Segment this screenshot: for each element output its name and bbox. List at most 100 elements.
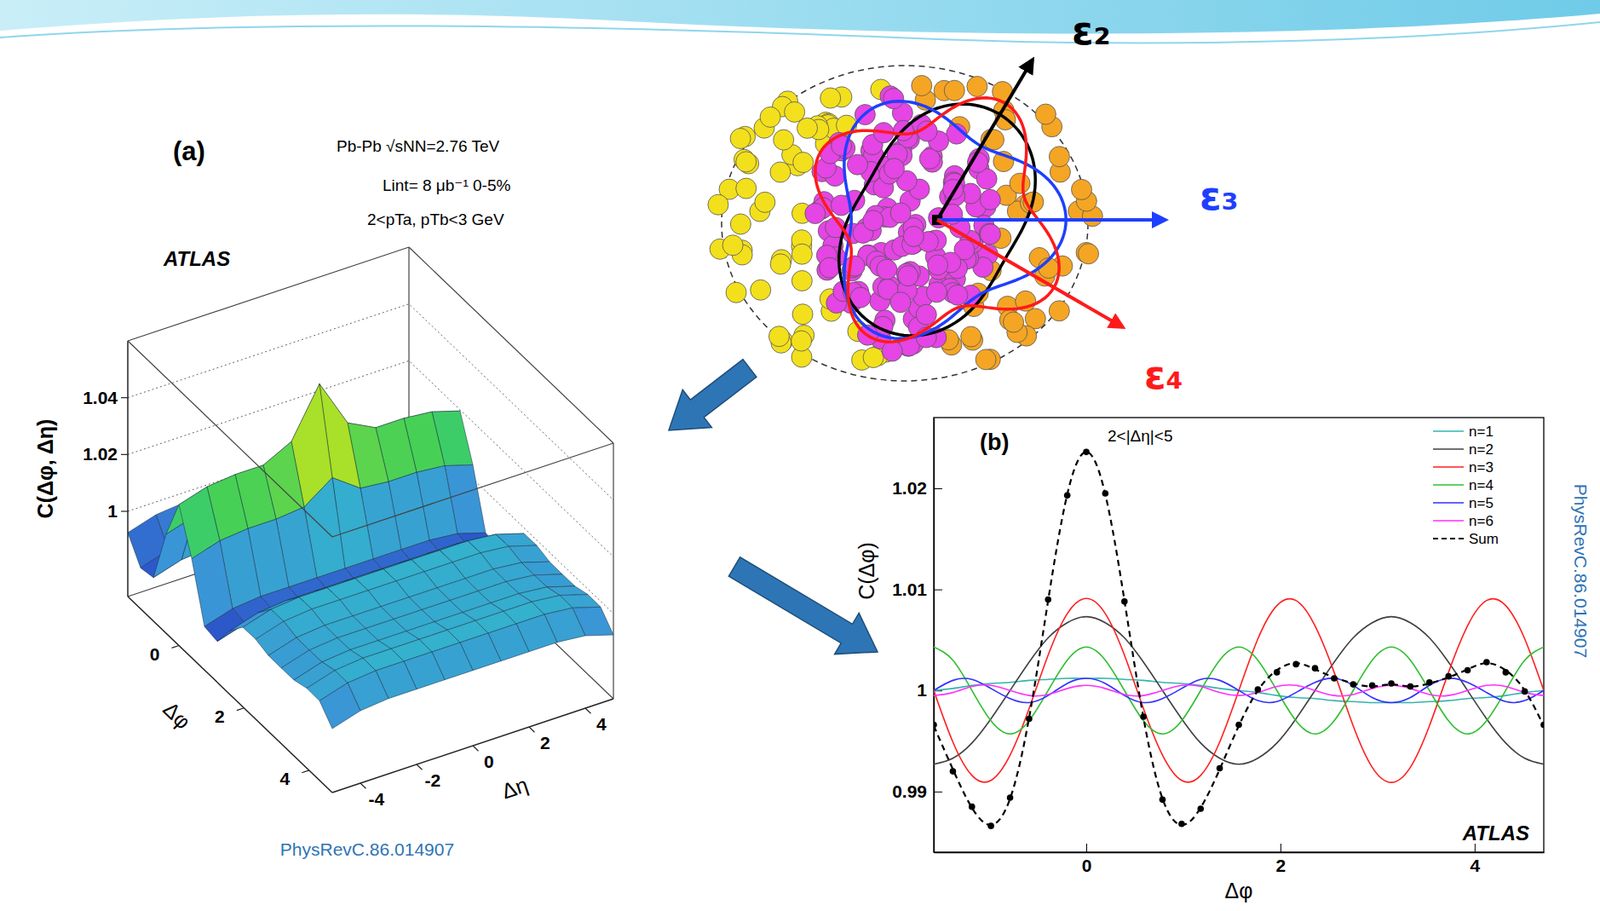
- legend-label: n=3: [1468, 459, 1494, 476]
- nucleon: [919, 148, 940, 169]
- nucleon: [750, 279, 772, 300]
- legend-swatch: [1433, 430, 1464, 432]
- tick-label: 1.01: [892, 579, 927, 599]
- tick-label: 0: [1082, 855, 1093, 875]
- data-point: [949, 767, 957, 775]
- nucleon: [707, 194, 729, 215]
- axis-title: Δη: [498, 771, 531, 803]
- data-point: [1064, 492, 1071, 500]
- data-point: [1102, 489, 1110, 497]
- eccentricity-label: ε₄: [1144, 351, 1184, 398]
- tick: 1.01: [892, 579, 943, 599]
- data-point: [1521, 688, 1529, 696]
- tick-mark: [301, 770, 310, 773]
- series-line: [933, 451, 1544, 825]
- tick-mark: [360, 782, 366, 789]
- data-point: [1502, 668, 1510, 676]
- surface-chart: 11.021.04024-4-2024ΔφΔηC(Δφ, Δη)(a)Pb-Pb…: [33, 136, 614, 859]
- data-point: [987, 822, 995, 829]
- annotation: ATLAS: [1461, 821, 1530, 845]
- tick-label: 4: [1470, 855, 1481, 875]
- tick-label: 1.02: [892, 477, 927, 498]
- nucleon: [863, 210, 884, 231]
- line-chart: 0240.9911.011.02n=1n=2n=3n=4n=5n=6SumΔφC…: [854, 417, 1591, 903]
- nucleon: [975, 349, 996, 370]
- legend-swatch: [1433, 466, 1464, 468]
- data-point: [1044, 596, 1052, 604]
- eccentricity-arrow: [937, 219, 1123, 328]
- data-point: [1082, 448, 1090, 456]
- annotation: 2<pTa, pTb<3 GeV: [367, 210, 505, 229]
- nucleon: [1009, 172, 1031, 194]
- tick: 0: [1082, 843, 1093, 875]
- axis-line: [127, 596, 333, 793]
- panel-label: (b): [979, 429, 1009, 455]
- nucleon: [770, 161, 791, 183]
- nucleon: [730, 213, 751, 235]
- data-point: [1387, 679, 1395, 687]
- axis-title: Δφ: [1225, 878, 1254, 903]
- legend-label: n=6: [1468, 512, 1494, 530]
- data-point: [1025, 715, 1033, 723]
- series-line: [933, 684, 1544, 697]
- nucleon: [1003, 311, 1025, 333]
- tick: 1.02: [892, 477, 943, 498]
- eccentricity-label: ε₂: [1071, 7, 1111, 54]
- nucleon: [1078, 243, 1100, 265]
- tick-mark: [120, 510, 128, 512]
- data-point: [1197, 805, 1204, 812]
- nucleon: [911, 74, 933, 96]
- legend-label: n=1: [1468, 423, 1494, 440]
- series-line: [933, 646, 1544, 734]
- nucleon: [725, 282, 747, 303]
- tick-mark: [1474, 843, 1476, 852]
- nucleon: [736, 178, 757, 199]
- citation: PhysRevC.86.014907: [1571, 483, 1591, 658]
- nucleon: [722, 235, 743, 256]
- box-edge: [612, 443, 614, 699]
- tick-label: -4: [368, 788, 385, 809]
- data-point: [933, 721, 938, 729]
- axis-line: [934, 851, 1545, 853]
- box-edge: [127, 340, 333, 537]
- header-band: [0, 0, 1600, 35]
- nucleon: [792, 304, 813, 325]
- nucleon: [1035, 103, 1056, 125]
- data-point: [1159, 796, 1167, 804]
- tick-mark: [1086, 843, 1088, 852]
- annotation: ATLAS: [162, 247, 231, 271]
- legend: n=1n=2n=3n=4n=5n=6Sum: [1433, 423, 1499, 547]
- legend-label: n=4: [1468, 477, 1494, 494]
- data-point: [1444, 673, 1452, 680]
- diagram: ε₂ε₃ε₄: [707, 7, 1239, 398]
- nucleon: [820, 87, 841, 109]
- nucleon: [791, 270, 812, 291]
- nucleon: [844, 255, 865, 277]
- legend-label: n=2: [1468, 441, 1494, 458]
- data-point: [1464, 667, 1472, 674]
- nucleon: [961, 326, 982, 347]
- axis-line: [332, 698, 614, 793]
- legend-label: n=5: [1468, 494, 1494, 512]
- legend-swatch: [1433, 519, 1464, 522]
- tick-label: 0.99: [892, 781, 927, 801]
- slide: ε₂ε₃ε₄11.021.04024-4-2024ΔφΔηC(Δφ, Δη)(a…: [0, 0, 1600, 911]
- nucleon: [1071, 178, 1093, 200]
- tick-label: 2: [1276, 855, 1287, 875]
- tick-label: 1.02: [82, 443, 118, 464]
- tick-mark: [236, 707, 245, 711]
- series-line: [933, 678, 1544, 703]
- nucleon: [805, 203, 826, 225]
- tick-mark: [933, 488, 943, 490]
- legend-swatch: [1433, 537, 1464, 540]
- data-point: [1139, 713, 1147, 720]
- axis: 0.9911.011.02: [892, 418, 943, 853]
- nucleon: [791, 243, 812, 265]
- legend-swatch: [1433, 501, 1464, 504]
- series-line: [933, 678, 1544, 703]
- tick-label: 4: [279, 768, 290, 789]
- box-edge: [332, 443, 614, 537]
- nucleon: [966, 75, 988, 97]
- data-point: [1273, 668, 1281, 676]
- tick-mark: [120, 454, 128, 455]
